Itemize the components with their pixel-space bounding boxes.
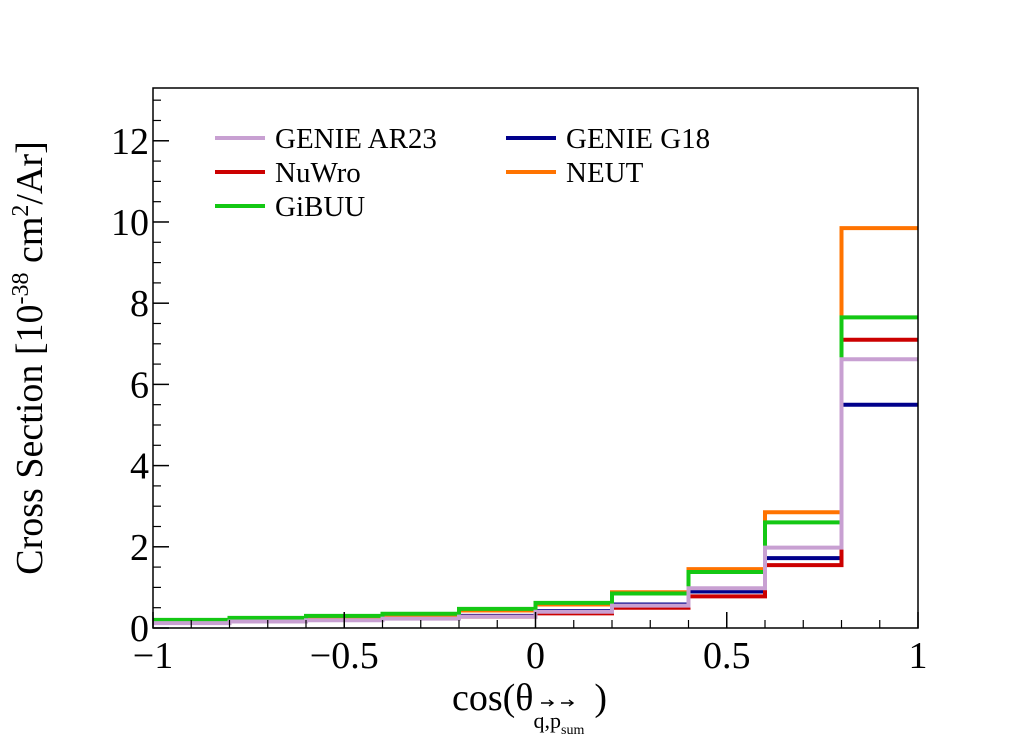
y-tick-label: 0 [130, 608, 149, 650]
legend-label-genie-g18: GENIE G18 [566, 123, 710, 155]
legend-label-neut: NEUT [566, 157, 644, 189]
x-tick-label: 1 [909, 635, 928, 677]
legend-label-nuwro: NuWro [275, 157, 361, 189]
legend-label-gibuu: GiBUU [275, 191, 365, 223]
x-axis-title: cos(θq,psum) [452, 677, 607, 738]
y-tick-label: 10 [111, 202, 149, 244]
x-tick-label: −0.5 [310, 635, 379, 677]
series-neut [153, 226, 918, 624]
y-tick-label: 4 [130, 446, 149, 488]
y-axis-title: Cross Section [10-38 cm2/Ar] [8, 141, 51, 574]
series-nuwro [153, 337, 918, 625]
y-tick-label: 2 [130, 527, 149, 569]
x-tick-label: 0 [526, 635, 545, 677]
legend: GENIE AR23 GENIE G18 NuWro NEUT GiBUU [215, 123, 710, 223]
x-tick-label: −1 [133, 635, 173, 677]
legend-label-genie-ar23: GENIE AR23 [275, 123, 437, 155]
series-genie-ar23 [153, 357, 918, 626]
series-gibuu [153, 315, 918, 622]
x-tick-label: 0.5 [703, 635, 751, 677]
y-tick-label: 12 [111, 121, 149, 163]
series-layer [153, 226, 918, 626]
x-axis-title-vector-arrows [541, 699, 575, 707]
y-tick-label: 6 [130, 364, 149, 406]
y-tick-label: 8 [130, 283, 149, 325]
